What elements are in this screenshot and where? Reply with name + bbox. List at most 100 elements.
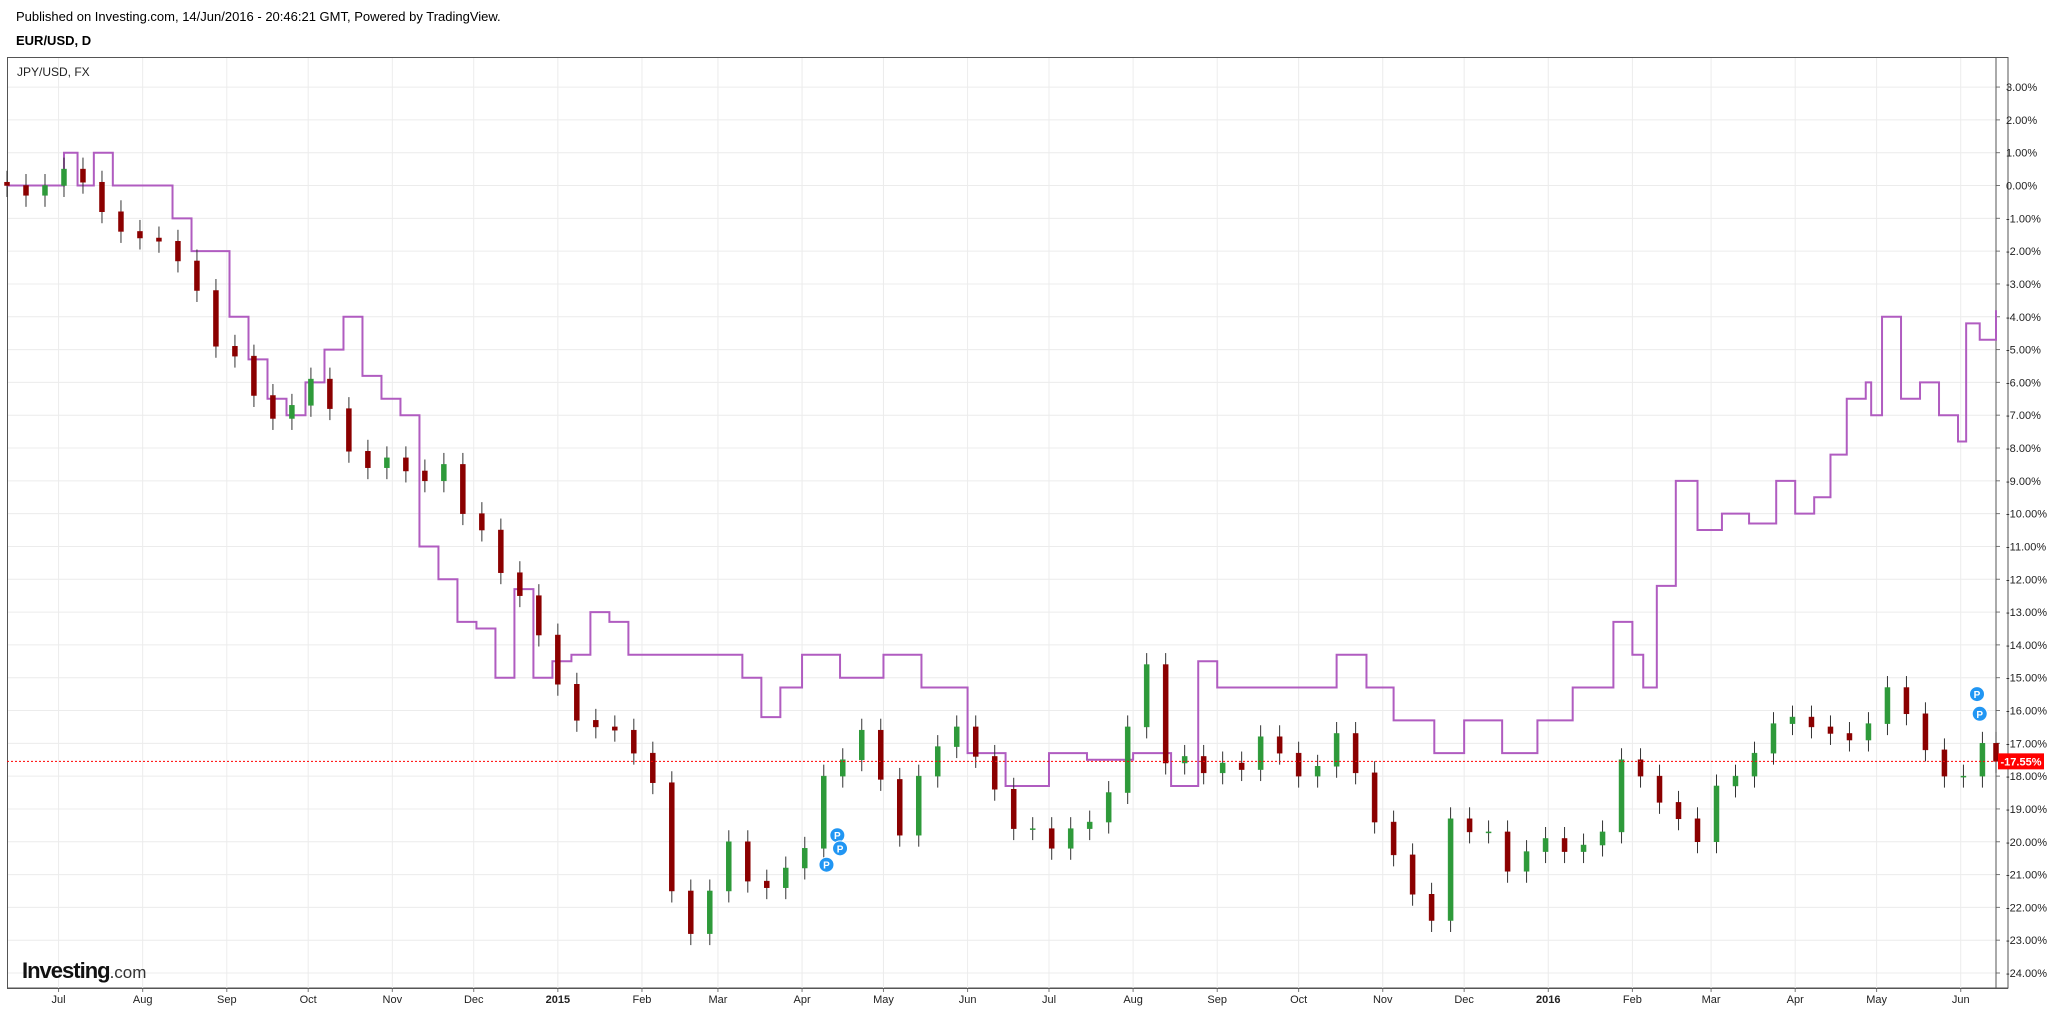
x-tick-label: Feb — [632, 994, 651, 1006]
candle-body — [1333, 733, 1340, 767]
candle-body — [745, 841, 751, 882]
candle-body — [1390, 821, 1397, 856]
candle-body — [1561, 838, 1568, 852]
candle-body — [1219, 762, 1226, 774]
candle-body — [707, 890, 713, 934]
candle-body — [612, 726, 618, 731]
candle-body — [1808, 716, 1815, 728]
candle-body — [1295, 752, 1302, 777]
candle-body — [1694, 818, 1701, 842]
x-tick-label: May — [873, 994, 894, 1006]
x-tick-label: Mar — [1702, 994, 1721, 1006]
x-tick-label: Sep — [1207, 994, 1227, 1006]
y-tick-label: -15.00% — [2006, 673, 2047, 685]
y-tick-label: -20.00% — [2006, 837, 2047, 849]
candle-body — [1941, 749, 1948, 777]
candle-body — [1770, 723, 1777, 754]
candle-body — [1751, 752, 1758, 777]
candle-body — [289, 405, 295, 419]
candle-body — [555, 634, 561, 685]
candle-body — [308, 378, 314, 406]
y-tick-label: -14.00% — [2006, 640, 2047, 652]
candle-body — [441, 464, 447, 482]
candle-body — [1086, 821, 1093, 829]
overlay-label: JPY/USD, FX — [17, 65, 90, 79]
x-tick-label: Dec — [1454, 994, 1474, 1006]
candle-body — [270, 395, 276, 419]
y-tick-label: 3.00% — [2006, 82, 2037, 94]
candle-body — [669, 782, 675, 892]
x-tick-label: Jun — [959, 994, 977, 1006]
candle-body — [1884, 687, 1891, 724]
candle-body — [859, 729, 865, 760]
x-tick-label: May — [1866, 994, 1887, 1006]
x-tick-label: Feb — [1623, 994, 1642, 1006]
candle-body — [517, 572, 523, 596]
candle-body — [1105, 792, 1112, 823]
x-tick-label: Jun — [1952, 994, 1970, 1006]
candle-body — [1656, 775, 1663, 803]
candle-body — [1846, 733, 1853, 741]
candle-body — [1637, 759, 1644, 777]
candle-body — [877, 729, 884, 780]
candle-body — [1504, 831, 1511, 872]
current-value-badge — [1998, 753, 2044, 770]
candle-body — [1993, 743, 1999, 762]
candle-body — [1029, 828, 1036, 830]
candle-body — [403, 457, 409, 472]
x-tick-label: Mar — [708, 994, 727, 1006]
candle-body — [1162, 664, 1169, 764]
y-tick-label: -8.00% — [2006, 443, 2041, 455]
candle-body — [1048, 828, 1055, 849]
publish-marker — [818, 856, 835, 873]
logo-suffix: .com — [109, 963, 147, 982]
x-tick-label: Aug — [1123, 994, 1143, 1006]
candle-body — [1732, 775, 1739, 787]
y-tick-label: -23.00% — [2006, 935, 2047, 947]
y-tick-label: -19.00% — [2006, 804, 2047, 816]
y-tick-label: -5.00% — [2006, 345, 2041, 357]
investing-logo: Investing.com — [22, 958, 146, 984]
y-tick-label: -21.00% — [2006, 870, 2047, 882]
candle-body — [1713, 785, 1720, 842]
x-tick-label: Dec — [464, 994, 484, 1006]
candle-body — [460, 464, 466, 514]
candle-body — [175, 241, 181, 262]
candle-body — [1542, 838, 1549, 852]
candle-body — [1276, 736, 1283, 754]
x-tick-label: Nov — [383, 994, 403, 1006]
candle-body — [194, 260, 200, 291]
candle-body — [99, 181, 105, 212]
x-tick-label: Sep — [217, 994, 237, 1006]
y-tick-label: -16.00% — [2006, 706, 2047, 718]
y-tick-label: -10.00% — [2006, 509, 2047, 521]
candle-body — [137, 231, 143, 239]
candle-body — [42, 185, 48, 196]
candle-body — [156, 237, 162, 242]
candle-body — [991, 756, 998, 790]
candle-body — [61, 168, 67, 186]
candle-body — [346, 408, 352, 452]
candle-body — [1200, 756, 1207, 774]
candle-body — [764, 880, 770, 888]
publish-marker-label: P — [1974, 690, 1981, 701]
candle-body — [365, 451, 371, 468]
candle-body — [1789, 716, 1796, 724]
publish-marker — [832, 840, 849, 857]
y-tick-label: 1.00% — [2006, 148, 2037, 160]
candle-body — [213, 290, 219, 347]
candle-body — [1618, 759, 1625, 833]
publish-marker-label: P — [834, 831, 841, 842]
candle-body — [821, 775, 827, 849]
candle-body — [1428, 894, 1435, 921]
chart-frame — [7, 57, 2009, 989]
logo-name: Investing — [22, 958, 111, 983]
candle-body — [1143, 664, 1150, 728]
candle-body — [479, 513, 485, 531]
candle-body — [631, 729, 637, 754]
candle-body — [574, 684, 580, 721]
y-tick-label: -18.00% — [2006, 771, 2047, 783]
current-value-label: -17.55% — [2001, 756, 2042, 768]
candle-body — [1010, 789, 1017, 829]
